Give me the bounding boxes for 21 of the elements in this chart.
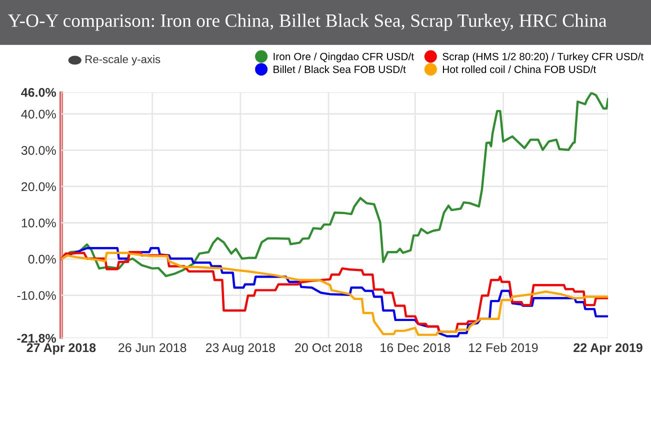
x-tick-label: 27 Apr 2018 [26, 343, 96, 355]
x-tick-label: 22 Apr 2019 [574, 343, 642, 355]
legend-label: Scrap (HMS 1/2 80:20) / Turkey CFR USD/t [442, 52, 644, 62]
legend-label: Iron Ore / Qingdao CFR USD/t [274, 52, 414, 62]
chart-title: Y-O-Y comparison: Iron ore China, Billet Black Sea, Scrap Turkey, HRC China [8, 14, 607, 31]
y-tick-label: -10.0% [17, 291, 56, 300]
y-tick-label: 20.0% [22, 182, 56, 192]
x-tick-label: 23 Aug 2018 [206, 343, 275, 355]
text: Re-scale y-axis [86, 55, 160, 66]
y-tick-label: 46.0% [21, 88, 56, 97]
y-tick-label: 0.0% [28, 254, 56, 264]
x-tick-label: 12 Feb 2019 [469, 342, 538, 352]
y-tick-label: 10.0% [22, 218, 56, 228]
y-tick-label: 30.0% [21, 146, 56, 155]
legend-label: Billet / Black Sea FOB USD/t [274, 65, 406, 74]
y-tick-label: 40.0% [21, 110, 56, 119]
legend-label: Hot rolled coil / China FOB USD/t [442, 65, 596, 74]
x-tick-label: 16 Dec 2018 [380, 343, 450, 352]
y-tick-label: -21.8% [17, 334, 56, 343]
x-tick-label: 26 Jun 2018 [118, 343, 186, 352]
x-tick-label: 20 Oct 2018 [295, 343, 362, 352]
